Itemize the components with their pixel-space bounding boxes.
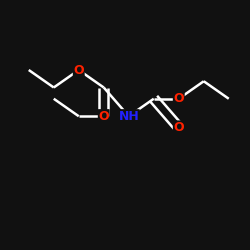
Text: NH: NH: [118, 110, 139, 123]
Text: O: O: [174, 92, 184, 105]
Text: O: O: [98, 110, 109, 123]
Text: O: O: [174, 121, 184, 134]
Text: O: O: [74, 64, 84, 76]
